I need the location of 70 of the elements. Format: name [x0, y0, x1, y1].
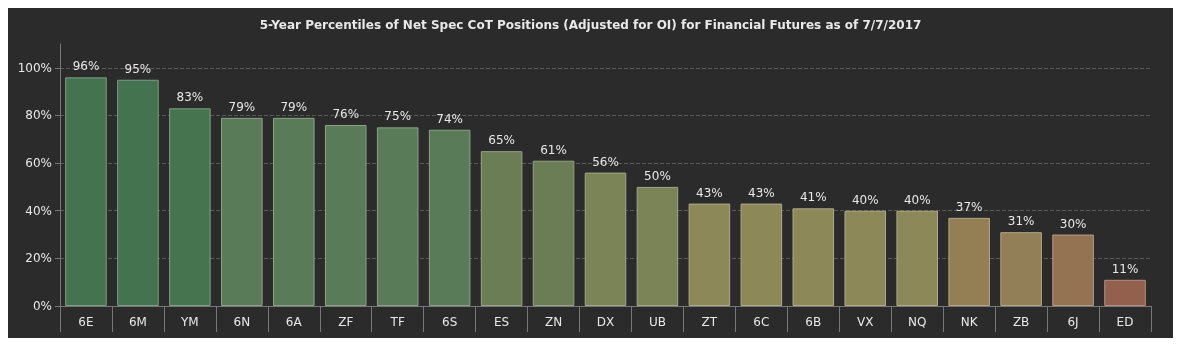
x-tick-label: ZN: [544, 315, 563, 329]
data-label: 61%: [540, 142, 567, 157]
data-label: 76%: [332, 106, 360, 121]
data-label: 40%: [903, 192, 931, 207]
bar: [740, 203, 783, 306]
bar: [896, 210, 938, 306]
data-label: 43%: [696, 185, 723, 200]
data-label: 95%: [124, 61, 152, 76]
x-tick-label: ZB: [1012, 315, 1030, 329]
bar: [117, 79, 159, 306]
data-label: 79%: [280, 99, 308, 114]
data-label: 30%: [1059, 216, 1087, 231]
data-label: 56%: [592, 154, 619, 169]
bar: [169, 108, 211, 306]
data-label: 65%: [488, 133, 515, 148]
bar: [844, 210, 887, 306]
x-tick-label: 6B: [805, 315, 822, 329]
y-tick-label: 20%: [25, 251, 52, 266]
data-label: 74%: [436, 111, 463, 126]
bar: [273, 117, 315, 306]
x-tick-label: UB: [648, 315, 666, 329]
x-tick-label: 6E: [78, 315, 94, 329]
y-tick-label: 60%: [25, 156, 52, 171]
bar: [1052, 234, 1094, 306]
x-tick-label: ZF: [338, 315, 354, 329]
y-tick-label: 80%: [25, 108, 52, 123]
chart-title: 5-Year Percentiles of Net Spec CoT Positions (Adjusted for OI) for Financial Futures as of 7/7/2017: [259, 18, 922, 32]
bar: [948, 217, 990, 306]
data-label: 37%: [955, 199, 983, 214]
data-label: 50%: [644, 168, 671, 183]
data-label: 83%: [176, 90, 204, 105]
data-label: 79%: [228, 99, 256, 114]
data-label: 75%: [384, 109, 412, 124]
bar: [1104, 279, 1146, 306]
x-tick-label: ES: [493, 315, 510, 329]
x-tick-label: VX: [857, 315, 874, 329]
bar: [584, 172, 627, 306]
x-tick-label: NK: [960, 315, 979, 329]
y-tick-label: 0%: [32, 299, 52, 313]
x-tick-label: 6N: [233, 315, 251, 329]
x-tick-label: ED: [1116, 315, 1134, 329]
x-tick-label: DX: [596, 315, 615, 329]
bar: [65, 77, 107, 306]
data-label: 41%: [799, 190, 827, 205]
data-label: 40%: [851, 192, 879, 207]
x-tick-label: YM: [180, 315, 199, 329]
data-label: 11%: [1111, 261, 1139, 276]
bar: [792, 208, 835, 306]
data-label: 96%: [72, 59, 100, 74]
bar: [324, 124, 367, 306]
x-tick-label: 6A: [285, 315, 303, 329]
bar: [688, 203, 731, 306]
bar: [1000, 232, 1042, 306]
bar: [480, 151, 523, 306]
bar: [636, 186, 679, 306]
x-tick-label: 6M: [128, 315, 147, 329]
bar: [221, 117, 263, 306]
x-tick-label: NQ: [908, 315, 927, 329]
x-tick-label: 6S: [442, 315, 458, 329]
data-label: 31%: [1007, 214, 1035, 229]
bar: [428, 129, 471, 306]
x-tick-label: 6J: [1067, 315, 1079, 329]
x-tick-label: TF: [389, 315, 405, 329]
y-tick-label: 40%: [25, 203, 52, 218]
x-tick-label: 6C: [753, 315, 770, 329]
x-tick-label: ZT: [701, 315, 718, 329]
bar: [376, 127, 419, 306]
y-tick-label: 100%: [17, 60, 52, 75]
data-label: 43%: [748, 185, 775, 200]
bar: [532, 160, 575, 306]
